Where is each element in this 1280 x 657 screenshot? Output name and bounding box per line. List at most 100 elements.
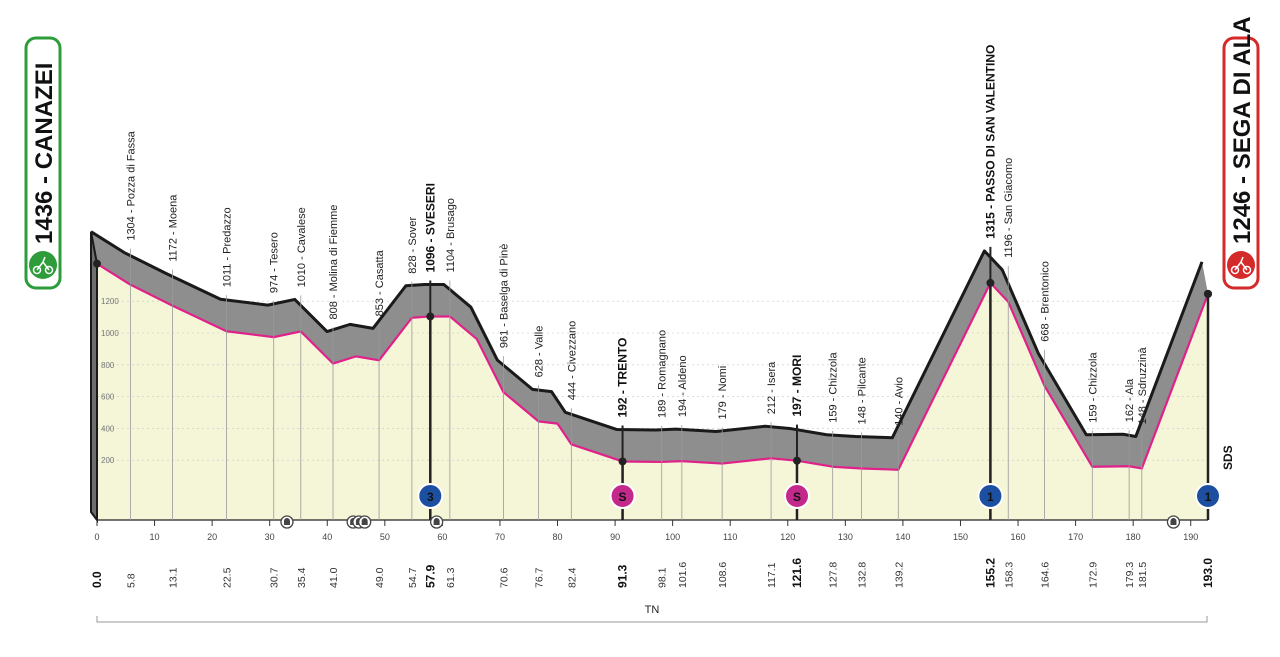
waypoint-label: 194 - Aldeno	[677, 355, 689, 417]
finish-badge-label: 1246 - SEGA DI ALA	[1229, 16, 1256, 244]
km-label: 193.0	[1201, 558, 1215, 588]
waypoint-label: 197 - MORI	[790, 355, 804, 417]
distance-tick-label: 60	[437, 532, 447, 542]
profile-area	[97, 263, 1208, 520]
km-label: 98.1	[657, 567, 669, 588]
waypoint-label: 828 - Sover	[407, 217, 419, 274]
sprint-marker	[783, 483, 810, 509]
sprint-marker-label: S	[619, 490, 627, 504]
climb-category-label: 1	[1205, 490, 1212, 504]
altitude-tick-label: 1200	[101, 297, 119, 306]
km-label: 164.6	[1040, 562, 1052, 588]
distance-tick-label: 0	[94, 532, 99, 542]
sponsor-logo: SDS	[1221, 445, 1235, 470]
sprint-dot	[618, 457, 627, 466]
waypoint-label: 159 - Chizzola	[828, 352, 840, 423]
waypoint-label: 148 - Pilcante	[856, 357, 868, 424]
waypoint-label: 179 - Nomi	[717, 366, 729, 420]
km-label: 132.8	[856, 562, 868, 588]
waypoint-label: 974 - Tesero	[269, 232, 281, 293]
waypoint-label: 1096 - SVESERI	[423, 183, 437, 272]
waypoint-label: 148 - Sdruzzinà	[1137, 347, 1149, 425]
km-label: 70.6	[498, 567, 510, 588]
km-label: 5.8	[125, 573, 137, 588]
distance-tick-label: 40	[322, 532, 332, 542]
distance-tick-label: 190	[1183, 532, 1198, 542]
distance-tick-label: 90	[610, 532, 620, 542]
distance-tick-label: 80	[553, 532, 563, 542]
km-label: 139.2	[893, 562, 905, 588]
waypoint-label: 1011 - Predazzo	[222, 207, 234, 287]
tunnel-icon	[280, 515, 294, 529]
km-label: 76.7	[534, 567, 546, 588]
km-label: 127.8	[828, 562, 840, 588]
finish-dot	[1204, 289, 1212, 298]
distance-tick-label: 150	[953, 532, 968, 542]
km-label: 41.0	[328, 567, 340, 588]
waypoint-label: 1315 - PASSO DI SAN VALENTINO	[983, 45, 997, 239]
finish-badge-box	[1222, 36, 1260, 290]
distance-tick-label: 170	[1068, 532, 1083, 542]
waypoint-label: 212 - Isera	[766, 361, 778, 414]
km-label: 158.3	[1003, 562, 1015, 588]
climb-category-label: 3	[427, 490, 434, 504]
waypoint-label: 162 - Ala	[1124, 378, 1136, 422]
sprint-marker-label: S	[793, 490, 801, 504]
km-label: 82.4	[566, 567, 578, 588]
km-label: 49.0	[374, 567, 386, 588]
km-label: 35.4	[296, 567, 308, 588]
km-label: 0.0	[90, 571, 104, 588]
km-label: 117.1	[766, 562, 778, 588]
waypoint-label: 628 - Valle	[534, 326, 546, 378]
cyclist-icon	[1227, 251, 1255, 279]
tunnel-icon	[358, 515, 372, 529]
waypoint-label: 189 - Romagnano	[657, 330, 669, 418]
profile-top-edge	[90, 230, 1204, 440]
climb-dot	[986, 278, 995, 287]
climb-dot	[426, 312, 435, 321]
waypoint-label: 159 - Chizzola	[1087, 352, 1099, 423]
climb-category-marker	[977, 483, 1004, 509]
start-badge: 1436 - CANAZEI	[24, 36, 62, 290]
km-label: 179.3	[1124, 562, 1136, 588]
km-label: 172.9	[1087, 562, 1099, 588]
climb-category-marker	[1195, 483, 1221, 509]
cyclist-icon	[29, 251, 57, 279]
km-label: 30.7	[269, 567, 281, 588]
altitude-tick-label: 200	[101, 456, 115, 465]
altitude-tick-label: 600	[101, 393, 115, 402]
waypoint-label: 853 - Casatta	[374, 249, 386, 316]
km-label: 91.3	[616, 564, 630, 588]
region-bracket	[96, 616, 1208, 623]
waypoint-label: 192 - TRENTO	[616, 338, 630, 418]
distance-tick-label: 50	[380, 532, 390, 542]
region-label: TN	[645, 604, 660, 616]
start-badge-box	[24, 36, 62, 290]
waypoint-label: 1104 - Brusago	[445, 198, 457, 272]
km-label: 13.1	[167, 567, 179, 588]
distance-tick-label: 130	[838, 532, 853, 542]
waypoint-label: 1196 - San Giacomo	[1003, 158, 1015, 258]
waypoint-label: 668 - Brentonico	[1040, 261, 1052, 342]
km-label: 61.3	[445, 567, 457, 588]
distance-tick-label: 30	[265, 532, 275, 542]
start-badge-label: 1436 - CANAZEI	[31, 63, 58, 244]
waypoint-label: 808 - Molina di Fiemme	[328, 205, 340, 320]
distance-tick-label: 120	[780, 532, 795, 542]
sprint-marker	[609, 483, 636, 509]
km-label: 101.6	[677, 562, 689, 588]
climb-category-label: 1	[987, 490, 994, 504]
distance-tick-label: 180	[1126, 532, 1141, 542]
distance-tick-label: 110	[723, 532, 737, 542]
distance-tick-label: 140	[895, 532, 910, 542]
km-label: 121.6	[790, 558, 804, 588]
distance-tick-label: 20	[207, 532, 217, 542]
altitude-tick-label: 1000	[101, 329, 119, 338]
distance-tick-label: 100	[665, 532, 680, 542]
km-label: 108.6	[717, 562, 729, 588]
finish-badge: 1246 - SEGA DI ALA	[1222, 16, 1260, 290]
waypoint-label: 140 - Avio	[893, 377, 905, 426]
tunnel-icon	[1166, 515, 1181, 529]
altitude-tick-label: 800	[101, 361, 115, 370]
